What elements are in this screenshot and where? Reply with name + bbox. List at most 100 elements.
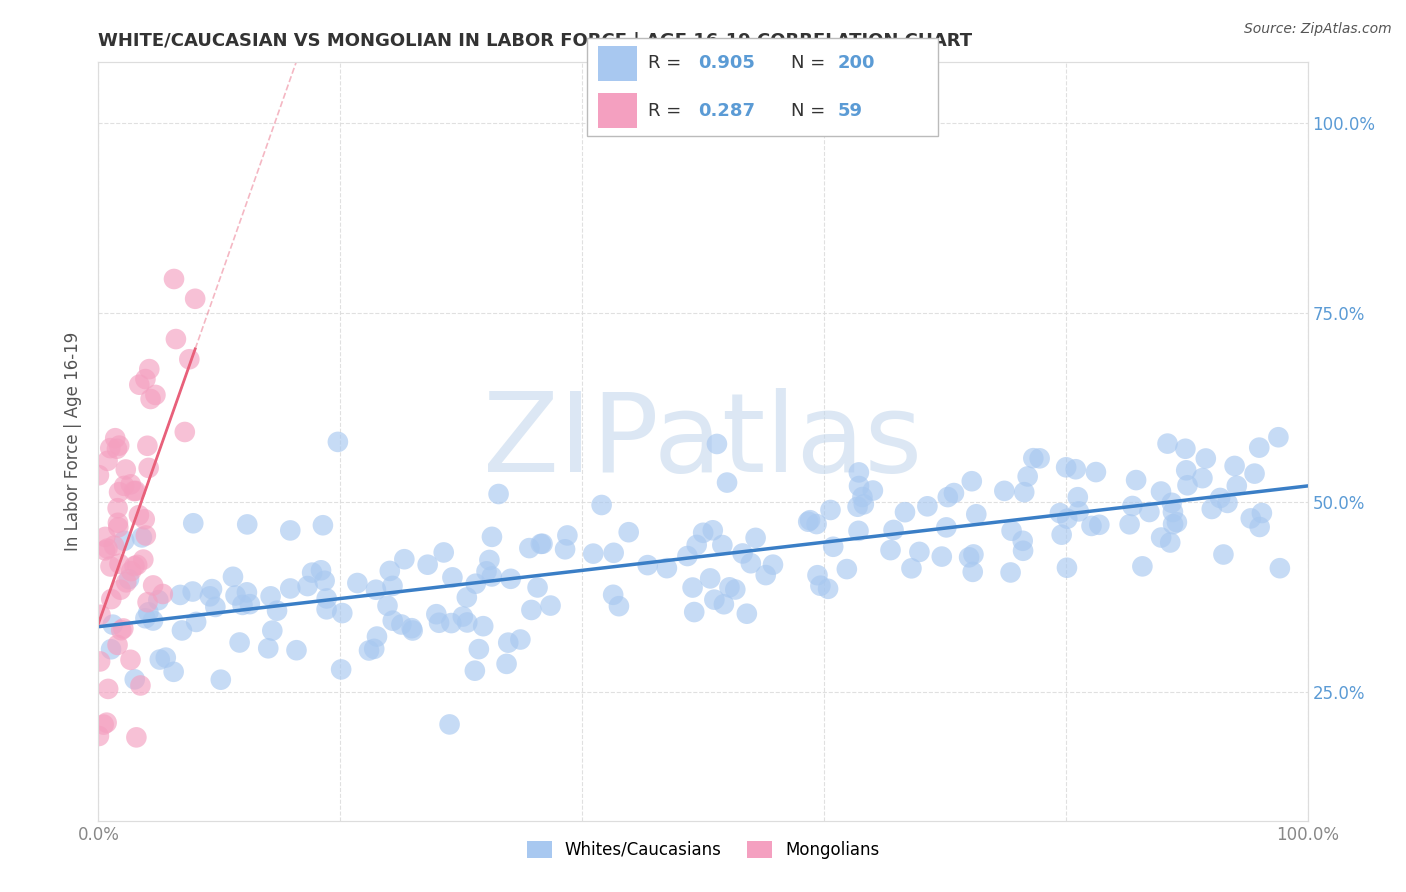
Point <box>87 468 110 483</box>
Point <box>1012 485 1035 500</box>
Point <box>1212 548 1234 562</box>
Point <box>582 547 605 561</box>
Point <box>957 550 980 565</box>
Point <box>682 581 704 595</box>
Point <box>165 332 187 346</box>
Point <box>637 558 659 573</box>
Point <box>1080 519 1102 533</box>
Point <box>451 609 474 624</box>
Point <box>762 558 785 572</box>
Point <box>112 533 135 548</box>
Point <box>817 582 839 596</box>
Point <box>716 475 738 490</box>
Point <box>440 616 463 631</box>
Point <box>835 562 858 576</box>
Point <box>124 559 146 574</box>
Point <box>134 372 156 386</box>
Point <box>456 591 478 605</box>
Point <box>312 518 335 533</box>
Text: 200: 200 <box>838 54 876 72</box>
Point <box>496 635 519 649</box>
Point <box>314 574 336 588</box>
Point <box>1201 502 1223 516</box>
Legend: Whites/Caucasians, Mongolians: Whites/Caucasians, Mongolians <box>520 834 886 865</box>
Point <box>98 441 121 455</box>
Point <box>917 500 939 514</box>
Point <box>94 530 117 544</box>
Point <box>456 615 478 630</box>
Point <box>231 598 253 612</box>
Point <box>181 516 204 531</box>
Point <box>699 571 721 585</box>
Point <box>908 545 931 559</box>
Point <box>148 593 170 607</box>
Point <box>134 611 156 625</box>
Point <box>607 599 630 614</box>
Point <box>122 484 145 499</box>
Point <box>107 501 129 516</box>
Point <box>285 643 308 657</box>
Point <box>1161 505 1184 519</box>
Text: WHITE/CAUCASIAN VS MONGOLIAN IN LABOR FORCE | AGE 16-19 CORRELATION CHART: WHITE/CAUCASIAN VS MONGOLIAN IN LABOR FO… <box>98 32 973 50</box>
Point <box>115 575 138 590</box>
Point <box>617 525 640 540</box>
Point <box>315 591 337 606</box>
Point <box>225 589 247 603</box>
Point <box>703 592 725 607</box>
Point <box>112 622 135 636</box>
Point <box>472 619 495 633</box>
Point <box>1249 441 1271 455</box>
Point <box>1121 499 1143 513</box>
Point <box>104 431 127 445</box>
Point <box>125 731 148 745</box>
Point <box>1174 442 1197 456</box>
Point <box>755 568 778 582</box>
Point <box>965 508 987 522</box>
Point <box>138 362 160 376</box>
Point <box>1250 506 1272 520</box>
Point <box>942 486 965 500</box>
Point <box>128 377 150 392</box>
Point <box>540 599 562 613</box>
Point <box>468 642 491 657</box>
Point <box>706 437 728 451</box>
Point <box>120 653 142 667</box>
Point <box>97 837 120 851</box>
Point <box>676 549 699 563</box>
Point <box>236 585 259 599</box>
Point <box>683 605 706 619</box>
Point <box>136 595 159 609</box>
Point <box>239 597 262 611</box>
Point <box>530 537 553 551</box>
Point <box>110 582 132 597</box>
Text: 59: 59 <box>838 102 863 120</box>
Point <box>931 549 953 564</box>
Point <box>806 568 828 582</box>
Point <box>1243 467 1265 481</box>
Point <box>127 558 149 572</box>
Point <box>87 729 110 743</box>
Point <box>94 543 117 558</box>
Point <box>1088 517 1111 532</box>
Point <box>377 599 399 613</box>
Point <box>364 582 387 597</box>
Point <box>686 538 709 552</box>
Point <box>201 582 224 596</box>
Point <box>363 641 385 656</box>
Point <box>1267 430 1289 444</box>
Point <box>1156 436 1178 450</box>
Point <box>93 717 115 731</box>
Point <box>797 515 820 529</box>
Text: 0.905: 0.905 <box>699 54 755 72</box>
Point <box>97 454 120 468</box>
Point <box>381 614 404 628</box>
Point <box>960 474 983 488</box>
Point <box>806 517 828 532</box>
Point <box>1050 527 1073 541</box>
Point <box>531 537 554 551</box>
Point <box>301 566 323 580</box>
Point <box>138 461 160 475</box>
Point <box>441 570 464 584</box>
Point <box>389 617 412 632</box>
Point <box>149 652 172 666</box>
